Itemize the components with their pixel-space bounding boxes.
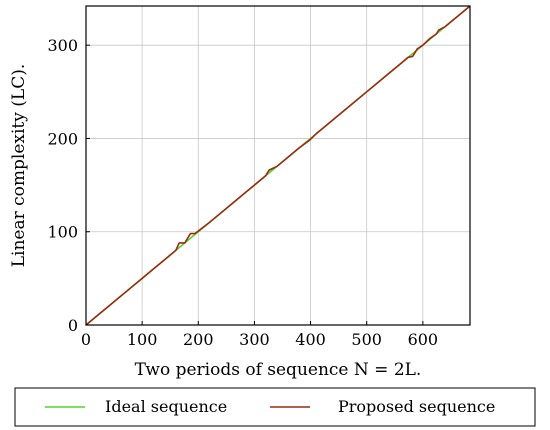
y-axis-label: Linear complexity (LC).: [9, 64, 29, 268]
x-tick-label: 100: [127, 330, 158, 349]
x-tick-label: 300: [239, 330, 270, 349]
y-tick-label: 0: [68, 316, 78, 335]
x-tick-label: 400: [295, 330, 326, 349]
x-tick-label: 0: [81, 330, 91, 349]
series-layer: [85, 5, 471, 326]
x-tick-label: 200: [183, 330, 214, 349]
x-tick-label: 600: [408, 330, 439, 349]
legend-label-ideal: Ideal sequence: [105, 397, 227, 416]
y-tick-label: 200: [47, 129, 78, 148]
x-axis-label: Two periods of sequence N = 2L.: [135, 360, 422, 380]
legend-label-proposed: Proposed sequence: [338, 397, 495, 416]
y-tick-label: 300: [47, 36, 78, 55]
y-tick-label: 100: [47, 223, 78, 242]
series-line-proposed: [85, 5, 471, 326]
grid: [85, 6, 470, 326]
plot-frame: [85, 5, 471, 326]
x-tick-label: 500: [351, 330, 382, 349]
legend: Ideal sequence Proposed sequence: [14, 387, 536, 427]
ticks: 0 100 200 300 400 500 600 0 100 200 300: [47, 36, 438, 349]
